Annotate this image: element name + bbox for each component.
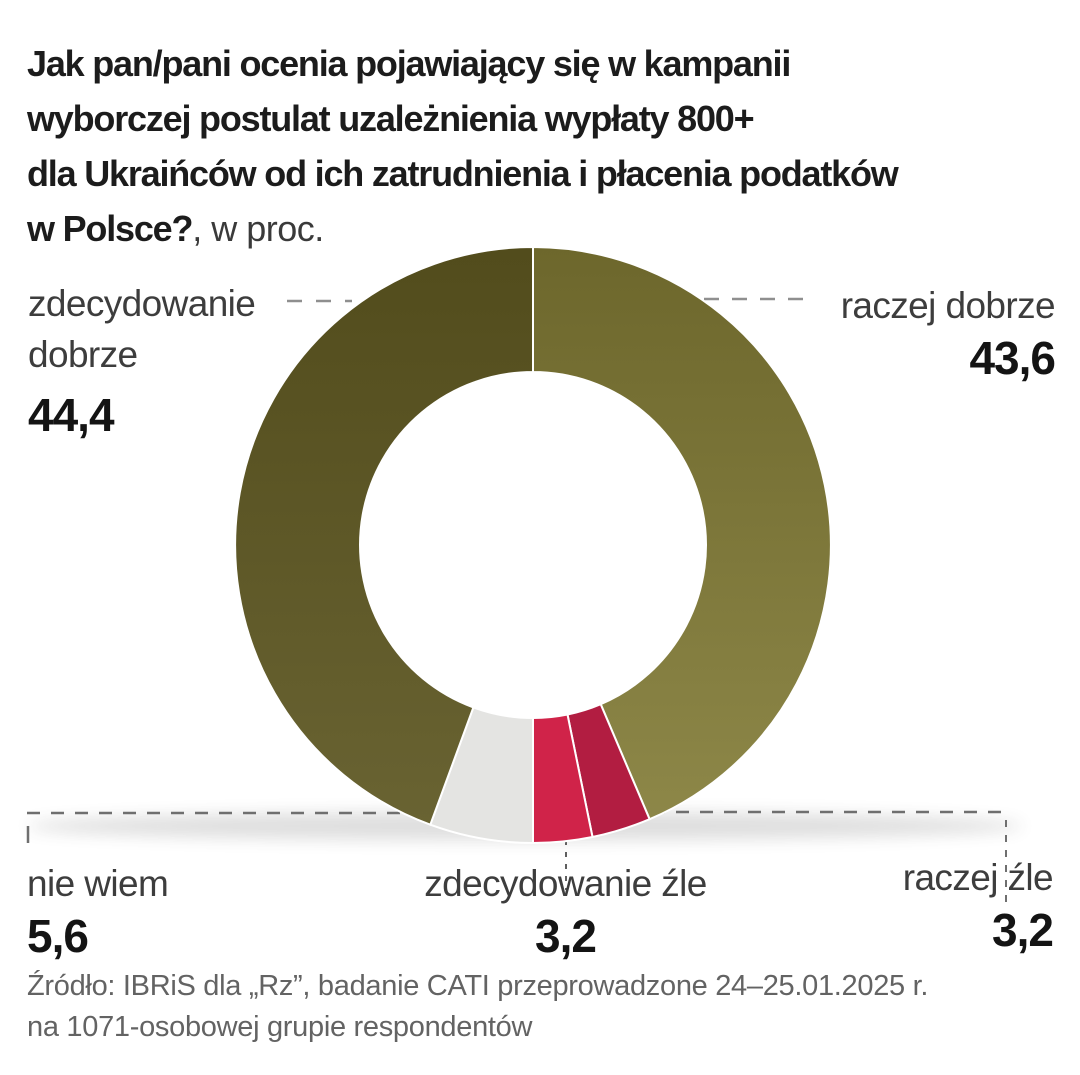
donut-slice-raczej-dobrze: [532, 245, 832, 821]
callout-zdecydowanie-zle: zdecydowanie źle 3,2: [413, 858, 718, 961]
callout-zdecydowanie-dobrze: zdecydowanie dobrze 44,4: [28, 278, 313, 440]
slice-value: 5,6: [27, 910, 89, 962]
unit-note: , w proc.: [192, 208, 324, 249]
slice-label: raczej dobrze: [840, 285, 1056, 326]
callout-nie-wiem: nie wiem 5,6: [27, 858, 169, 962]
title-line-4: w Polsce?, w proc.: [27, 201, 1057, 256]
title-line-4-bold: w Polsce?: [27, 208, 193, 249]
slice-value: 43,6: [969, 332, 1056, 384]
slice-label: nie wiem: [27, 863, 169, 904]
callout-raczej-dobrze: raczej dobrze 43,6: [840, 280, 1056, 384]
slice-value: 3,2: [535, 910, 597, 962]
callout-raczej-zle: raczej źle 3,2: [902, 852, 1054, 956]
source-line-2: na 1071-osobowej grupie respondentów: [27, 1011, 533, 1043]
donut-slice-zdecydowanie-dobrze: [234, 245, 534, 826]
source-line-1: Źródło: IBRiS dla „Rz”, badanie CATI prz…: [27, 970, 929, 1002]
source-note: Źródło: IBRiS dla „Rz”, badanie CATI prz…: [27, 966, 1057, 1048]
title-line-3: dla Ukraińców od ich zatrudnienia i płac…: [27, 153, 899, 194]
slice-label: raczej źle: [902, 857, 1054, 898]
title-line-2: wyborczej postulat uzależnienia wypłaty …: [27, 98, 755, 139]
chart-question-title: Jak pan/pani ocenia pojawiający się w ka…: [27, 36, 1057, 256]
slice-value: 44,4: [28, 389, 115, 441]
slice-label: zdecydowanie źle: [424, 863, 707, 904]
slice-label: zdecydowanie dobrze: [28, 283, 256, 375]
title-line-1: Jak pan/pani ocenia pojawiający się w ka…: [27, 43, 791, 84]
slice-value: 3,2: [992, 904, 1054, 956]
